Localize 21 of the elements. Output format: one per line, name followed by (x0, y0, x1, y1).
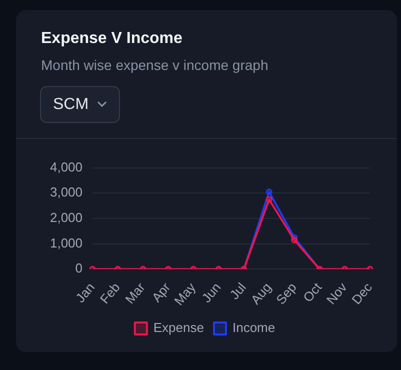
chart-title: Expense V Income (41, 30, 182, 48)
x-tick-label: Nov (323, 279, 350, 308)
y-tick-label: 0 (75, 260, 83, 276)
y-tick-label: 4,000 (50, 159, 83, 174)
legend-label: Income (232, 320, 276, 336)
x-tick-label: Jun (198, 280, 224, 306)
x-tick-label: Feb (96, 280, 123, 307)
y-tick-label: 2,000 (50, 210, 83, 226)
legend-label: Expense (153, 320, 204, 336)
x-tick-label: Apr (148, 279, 174, 305)
x-tick-label: Mar (122, 279, 148, 307)
y-tick-label: 3,000 (50, 184, 83, 200)
x-tick-label: Sep (273, 280, 300, 308)
text: SCM (53, 96, 89, 114)
x-tick-label: Dec (348, 279, 376, 308)
x-tick-label: Aug (248, 280, 274, 308)
y-tick-label: 1,000 (50, 235, 83, 250)
chart-subtitle: Month wise expense v income graph (41, 57, 268, 73)
x-tick-label: Jul (226, 280, 249, 302)
x-tick-label: Jan (72, 280, 98, 306)
x-tick-label: Oct (300, 279, 325, 305)
